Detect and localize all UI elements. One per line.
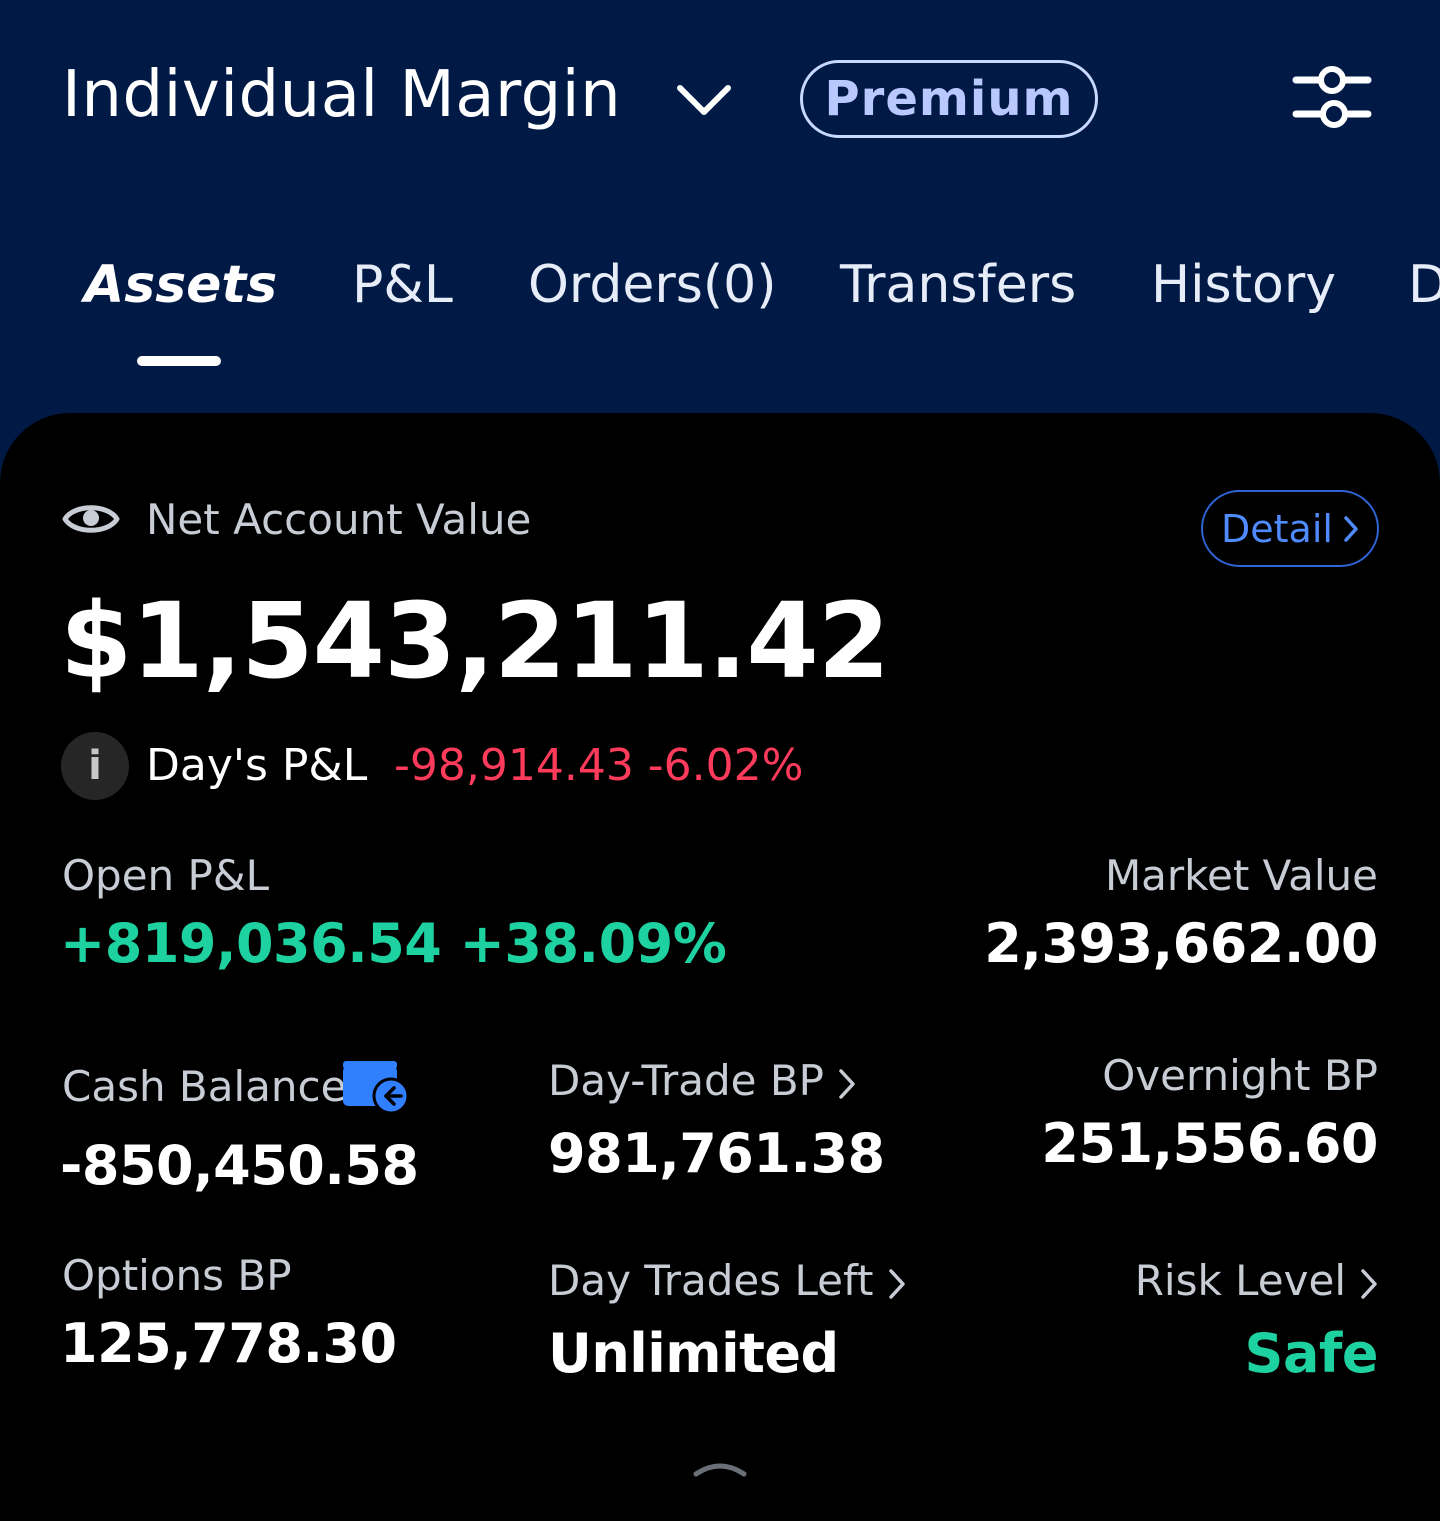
day-trades-left-label-text: Day Trades Left bbox=[548, 1256, 874, 1305]
chevron-up-icon[interactable] bbox=[692, 1458, 748, 1478]
premium-badge[interactable]: Premium bbox=[800, 60, 1098, 138]
detail-button[interactable]: Detail bbox=[1201, 490, 1379, 567]
detail-button-label: Detail bbox=[1221, 506, 1333, 551]
day-trade-bp-label-text: Day-Trade BP bbox=[548, 1056, 824, 1105]
assets-card bbox=[0, 413, 1440, 1521]
chevron-right-icon bbox=[1344, 515, 1358, 542]
day-trade-bp-label[interactable]: Day-Trade BP bbox=[548, 1056, 856, 1105]
risk-level-label[interactable]: Risk Level bbox=[1135, 1256, 1378, 1305]
account-title[interactable]: Individual Margin bbox=[62, 58, 622, 132]
net-account-value: $1,543,211.42 bbox=[60, 580, 890, 702]
chevron-down-icon[interactable] bbox=[676, 80, 732, 120]
cash-balance-value: -850,450.58 bbox=[60, 1134, 419, 1197]
day-trades-left-value: Unlimited bbox=[548, 1322, 839, 1385]
options-bp-value: 125,778.30 bbox=[60, 1312, 397, 1375]
cash-balance-label: Cash Balance bbox=[62, 1062, 347, 1111]
market-value: 2,393,662.00 bbox=[984, 912, 1378, 975]
tab-pl[interactable]: P&L bbox=[352, 255, 453, 315]
account-header: Individual Margin Premium Assets P&L Ord… bbox=[0, 0, 1440, 420]
market-value-label: Market Value bbox=[1104, 851, 1378, 900]
net-account-value-label: Net Account Value bbox=[146, 495, 532, 544]
days-pl-value: -98,914.43 -6.02% bbox=[394, 740, 804, 791]
active-tab-indicator bbox=[137, 356, 221, 366]
chevron-right-icon bbox=[1361, 1268, 1377, 1299]
eye-icon[interactable] bbox=[62, 498, 120, 540]
tab-orders[interactable]: Orders(0) bbox=[528, 255, 777, 315]
tab-transfers[interactable]: Transfers bbox=[840, 255, 1077, 315]
overnight-bp-value: 251,556.60 bbox=[1041, 1112, 1378, 1175]
open-pl-label: Open P&L bbox=[62, 851, 270, 900]
tab-assets[interactable]: Assets bbox=[84, 255, 278, 315]
overnight-bp-label: Overnight BP bbox=[1102, 1051, 1378, 1100]
chevron-right-icon bbox=[839, 1068, 855, 1099]
tab-next-partial[interactable]: D bbox=[1408, 255, 1440, 315]
sliders-icon[interactable] bbox=[1292, 66, 1372, 130]
days-pl-label: Day's P&L bbox=[146, 740, 368, 791]
chevron-right-icon bbox=[888, 1268, 905, 1299]
wallet-transfer-icon[interactable] bbox=[341, 1058, 411, 1116]
risk-level-value: Safe bbox=[1244, 1322, 1379, 1385]
open-pl-value: +819,036.54 +38.09% bbox=[60, 912, 727, 975]
day-trade-bp-value: 981,761.38 bbox=[548, 1122, 885, 1185]
risk-level-label-text: Risk Level bbox=[1134, 1256, 1346, 1305]
options-bp-label: Options BP bbox=[62, 1251, 292, 1300]
day-trades-left-label[interactable]: Day Trades Left bbox=[548, 1256, 906, 1305]
info-icon[interactable]: i bbox=[61, 732, 129, 800]
tab-history[interactable]: History bbox=[1151, 255, 1336, 315]
tab-bar: Assets P&L Orders(0) Transfers History D bbox=[0, 255, 1440, 345]
